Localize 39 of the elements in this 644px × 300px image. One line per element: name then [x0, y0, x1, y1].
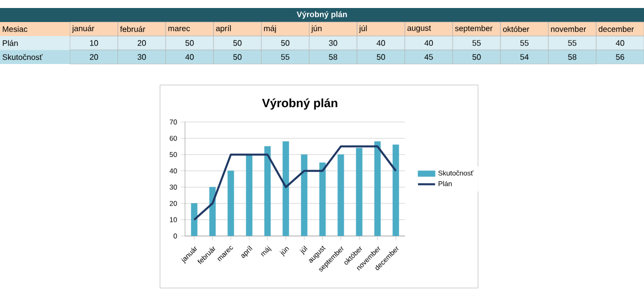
- data-label: 56: [616, 54, 624, 60]
- data-label: 58: [568, 54, 576, 60]
- data-label: 50: [185, 40, 194, 46]
- x-tick-label: máj: [264, 25, 276, 33]
- data-label: 55: [520, 40, 529, 46]
- x-tick-label: november: [551, 26, 586, 32]
- data-label: 10: [90, 40, 98, 46]
- data-label: 45: [424, 54, 433, 60]
- x-tick-label: september: [455, 25, 493, 33]
- data-label: 50: [233, 54, 242, 60]
- data-label: 50: [233, 40, 242, 46]
- data-label: 54: [520, 54, 529, 60]
- data-label: 55: [568, 40, 576, 46]
- data-label: 40: [376, 40, 386, 46]
- x-tick-label: december: [598, 26, 634, 32]
- x-axis-title: Mesiac: [2, 26, 28, 32]
- data-label: 20: [90, 54, 98, 60]
- x-tick-label: august: [407, 26, 431, 32]
- x-tick-label: október: [503, 26, 530, 32]
- data-label: 55: [472, 40, 481, 46]
- chart-title: Výrobný plán: [262, 98, 338, 110]
- data-label: 58: [328, 54, 338, 60]
- data-label: 40: [185, 54, 194, 60]
- data-label: 30: [328, 40, 338, 46]
- chart-title: Výrobný plán: [296, 11, 347, 19]
- x-tick-label: apríl: [216, 25, 231, 33]
- data-label: 50: [281, 40, 290, 46]
- data-label: 50: [376, 54, 386, 60]
- x-tick-label: júl: [359, 25, 367, 33]
- x-tick-label: jún: [311, 25, 322, 33]
- x-tick-label: február: [120, 26, 146, 32]
- data-label: 30: [138, 54, 146, 60]
- data-label: 55: [281, 54, 290, 60]
- data-label: 50: [472, 54, 481, 60]
- x-tick-label: marec: [168, 26, 190, 32]
- data-label: 40: [616, 40, 624, 46]
- x-tick-label: január: [72, 25, 94, 33]
- data-label: 20: [138, 40, 146, 46]
- data-label: 40: [424, 40, 433, 46]
